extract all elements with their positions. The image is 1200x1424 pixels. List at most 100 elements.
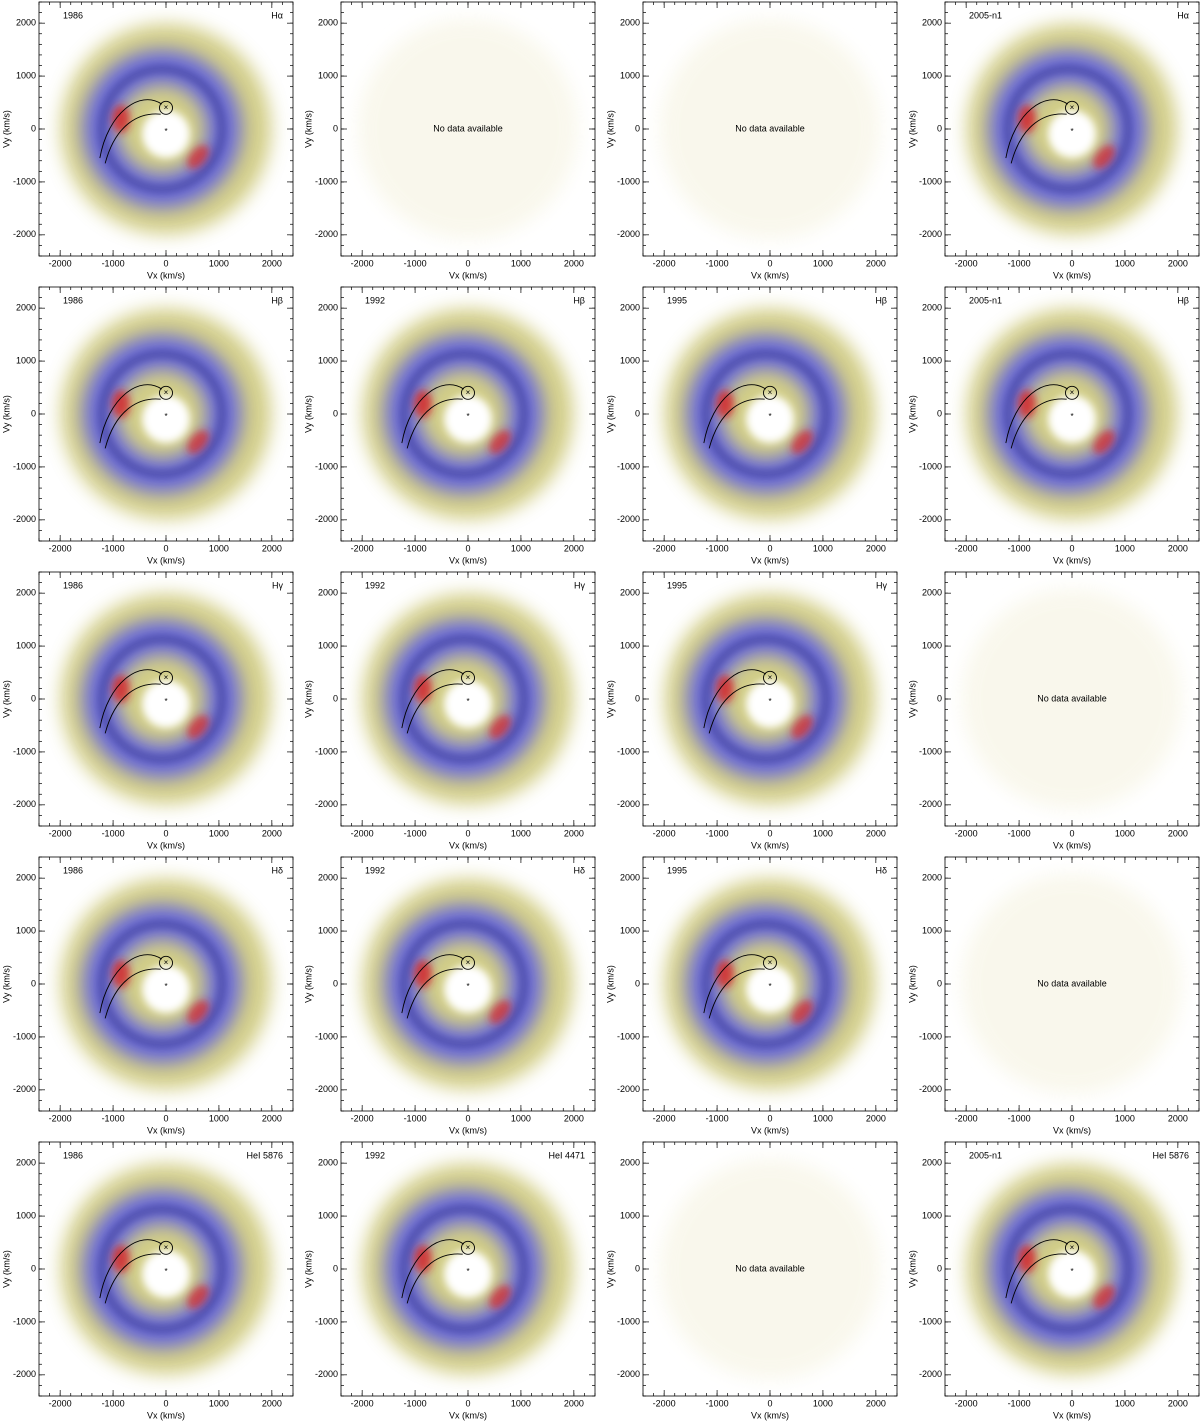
- trajectory: [406, 683, 463, 734]
- y-tick-label: 1000: [922, 640, 942, 650]
- tomogram-ring-dark: [702, 920, 830, 1048]
- empty-background: [962, 589, 1182, 809]
- tomogram-spot: [112, 675, 130, 703]
- panel: × * -2000 -1000 0 1000 2000 -2000 -1000 0 1000 2000…: [907, 1141, 1200, 1420]
- panel: -2000 -1000 0 1000 2000 -2000 -1000 0 1000 2000 Vx…: [907, 571, 1200, 850]
- y-tick-label: -1000: [617, 1031, 640, 1041]
- y-tick-label: 2000: [318, 303, 338, 313]
- y-tick-label: 2000: [922, 873, 942, 883]
- panel-line: Hδ: [875, 865, 887, 875]
- panel: × * -2000 -1000 0 1000 2000 -2000 -1000 0 1000 2000…: [1, 856, 294, 1135]
- tomogram-center: [444, 965, 492, 1013]
- trajectory: [104, 1253, 161, 1304]
- y-tick-label: -2000: [919, 799, 942, 809]
- y-axis-label: Vy (km/s): [1, 680, 11, 718]
- x-tick-label: 2000: [262, 1113, 282, 1123]
- panel: × * -2000 -1000 0 1000 2000 -2000 -1000 0 1000 2000…: [303, 571, 596, 850]
- y-tick-label: 0: [937, 123, 942, 133]
- trajectory: [401, 954, 465, 1014]
- x-tick-label: -2000: [49, 1398, 72, 1408]
- x-tick-label: 1000: [1115, 258, 1135, 268]
- y-tick-label: 1000: [922, 1210, 942, 1220]
- x-tick-label: 1000: [209, 828, 229, 838]
- x-tick-label: -2000: [351, 828, 374, 838]
- tomogram-ring-dark: [98, 635, 226, 763]
- tomogram-spot: [187, 1000, 209, 1024]
- tomogram-spot: [1018, 390, 1036, 418]
- x-tick-label: -2000: [653, 543, 676, 553]
- tomogram-spot: [791, 430, 813, 454]
- panel: × * -2000 -1000 0 1000 2000 -2000 -1000 0 1000 2000…: [303, 856, 596, 1135]
- trajectory: [104, 683, 161, 734]
- x-tick-label: 1000: [1115, 543, 1135, 553]
- x-tick-label: 1000: [511, 828, 531, 838]
- y-tick-label: 1000: [16, 355, 36, 365]
- panel-year: 1986: [63, 865, 83, 875]
- y-tick-label: -1000: [919, 1031, 942, 1041]
- empty-background: [358, 19, 578, 239]
- y-tick-label: 2000: [318, 1158, 338, 1168]
- panel-year: 2005-n1: [969, 295, 1002, 305]
- star-marker: *: [466, 982, 469, 991]
- x-tick-label: 2000: [1168, 1113, 1188, 1123]
- y-tick-label: -2000: [315, 229, 338, 239]
- panel-line: Hβ: [875, 295, 887, 305]
- x-tick-label: -2000: [653, 828, 676, 838]
- y-tick-label: 0: [937, 1263, 942, 1273]
- x-axis-label: Vx (km/s): [147, 270, 185, 280]
- x-tick-label: 1000: [813, 1113, 833, 1123]
- secondary-marker: ×: [1070, 103, 1075, 112]
- x-tick-label: 2000: [866, 543, 886, 553]
- panel-line: HeI 5876: [1152, 1150, 1189, 1160]
- tomogram-spot: [187, 715, 209, 739]
- tomogram-center: [142, 110, 190, 158]
- secondary-marker: ×: [164, 103, 169, 112]
- y-axis-label: Vy (km/s): [303, 680, 313, 718]
- x-tick-label: -1000: [404, 1398, 427, 1408]
- tomogram-spot: [112, 105, 130, 133]
- x-tick-label: 0: [163, 543, 168, 553]
- x-tick-label: 0: [163, 1113, 168, 1123]
- x-tick-label: 2000: [564, 828, 584, 838]
- y-tick-label: 2000: [620, 1158, 640, 1168]
- tomogram-spot: [414, 675, 432, 703]
- x-tick-label: -2000: [955, 828, 978, 838]
- secondary-lobe: [1065, 1240, 1079, 1255]
- panel-line: Hδ: [573, 865, 585, 875]
- y-axis-label: Vy (km/s): [605, 395, 615, 433]
- x-tick-label: -1000: [102, 1398, 125, 1408]
- panel-line: Hβ: [573, 295, 585, 305]
- trajectory: [401, 1239, 465, 1299]
- x-axis-label: Vx (km/s): [751, 270, 789, 280]
- y-tick-label: -1000: [617, 176, 640, 186]
- secondary-lobe: [461, 670, 475, 685]
- star-marker: *: [164, 697, 167, 706]
- y-tick-label: -1000: [617, 461, 640, 471]
- y-tick-label: 2000: [922, 18, 942, 28]
- secondary-lobe: [159, 955, 173, 970]
- secondary-lobe: [461, 1240, 475, 1255]
- panel-line: Hδ: [271, 865, 283, 875]
- y-axis-label: Vy (km/s): [1, 110, 11, 148]
- x-tick-label: 0: [465, 1398, 470, 1408]
- trajectory: [104, 398, 161, 449]
- x-axis-label: Vx (km/s): [449, 1410, 487, 1420]
- x-axis-label: Vx (km/s): [751, 840, 789, 850]
- x-tick-label: 1000: [813, 1398, 833, 1408]
- x-tick-label: -2000: [653, 1113, 676, 1123]
- y-tick-label: 1000: [16, 640, 36, 650]
- y-tick-label: 2000: [318, 18, 338, 28]
- x-tick-label: 2000: [262, 828, 282, 838]
- secondary-marker: ×: [164, 958, 169, 967]
- x-tick-label: 1000: [1115, 1398, 1135, 1408]
- tomogram-spot: [489, 430, 511, 454]
- x-tick-label: 1000: [209, 1113, 229, 1123]
- x-axis-label: Vx (km/s): [751, 555, 789, 565]
- x-tick-label: 1000: [209, 1398, 229, 1408]
- no-data-note: No data available: [735, 1263, 805, 1273]
- y-axis-label: Vy (km/s): [605, 110, 615, 148]
- trajectory: [406, 1253, 463, 1304]
- x-tick-label: -2000: [49, 258, 72, 268]
- x-tick-label: -1000: [1008, 828, 1031, 838]
- trajectory: [703, 954, 767, 1014]
